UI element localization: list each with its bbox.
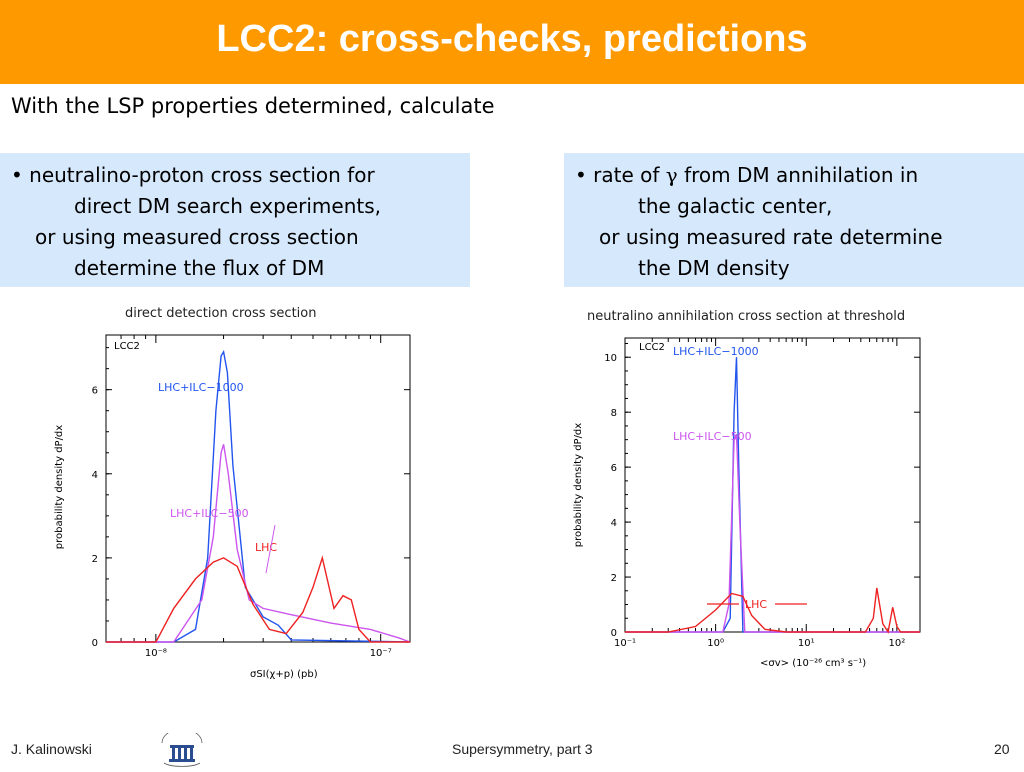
x-tick-label: 10⁻⁷: [370, 648, 392, 659]
series-annotation: LHC+ILC−500: [673, 430, 752, 443]
y-tick-label: 8: [611, 408, 617, 419]
series-line: [106, 444, 411, 643]
direct-detection-svg: direct detection cross section LCC2 0 2 4 6 10…: [54, 306, 411, 680]
left-text-box: • neutralino-proton cross section for di…: [0, 153, 470, 287]
series-annotation: LHC: [255, 541, 277, 554]
footer-page-number: 20: [994, 741, 1010, 757]
x-tick-label: 10²: [888, 638, 905, 649]
y-tick-label: 0: [611, 628, 617, 639]
corner-label: LCC2: [639, 342, 665, 353]
plot-title: neutralino annihilation cross section at…: [587, 309, 905, 324]
title-bar: LCC2: cross-checks, predictions: [0, 0, 1024, 84]
series-annotation: LHC: [745, 598, 767, 611]
direct-detection-plot: direct detection cross section LCC2 0 2 4 6 10…: [40, 297, 430, 692]
y-tick-label: 0: [92, 638, 98, 649]
y-tick-label: 2: [92, 554, 98, 565]
right-line-2: the galactic center,: [638, 194, 833, 218]
annihilation-plot: neutralino annihilation cross section at…: [565, 300, 955, 680]
plot-title: direct detection cross section: [125, 306, 316, 321]
slide-title: LCC2: cross-checks, predictions: [216, 18, 808, 60]
y-tick-label: 6: [611, 463, 617, 474]
series-line: [106, 555, 410, 643]
corner-label: LCC2: [114, 341, 140, 352]
y-axis-label: probability density dP/dx: [573, 423, 584, 547]
plot-frame: [105, 334, 411, 643]
footer-author: J. Kalinowski: [11, 741, 92, 757]
series-line: [625, 433, 920, 633]
right-line-4: the DM density: [638, 256, 790, 280]
x-axis-label: σSI(χ+p) (pb): [250, 669, 318, 680]
annihilation-svg: neutralino annihilation cross section at…: [573, 309, 921, 669]
right-line-1-pre: • rate of: [575, 163, 666, 187]
left-line-1: • neutralino-proton cross section for: [11, 163, 375, 187]
footer-course: Supersymmetry, part 3: [452, 741, 593, 757]
y-tick-label: 4: [92, 470, 98, 481]
intro-text: With the LSP properties determined, calc…: [11, 94, 495, 118]
right-text-box: • rate of γ from DM annihilation in the …: [564, 153, 1024, 287]
x-tick-label: 10¹: [798, 638, 815, 649]
university-logo: [156, 728, 208, 767]
series-line: [106, 349, 411, 643]
y-tick-label: 4: [611, 518, 617, 529]
y-axis-label: probability density dP/dx: [54, 425, 65, 549]
gamma-symbol: γ: [665, 163, 678, 187]
right-line-1-post: from DM annihilation in: [677, 163, 919, 187]
y-tick-label: 6: [92, 386, 98, 397]
plot-frame: [624, 337, 921, 633]
y-tick-label: 10: [604, 353, 617, 364]
right-line-3: or using measured rate determine: [599, 225, 943, 249]
logo-graphic: [161, 728, 203, 767]
x-tick-label: 10⁻¹: [614, 638, 636, 649]
series-line: [625, 357, 920, 633]
series-annotation: LHC+ILC−1000: [158, 381, 244, 394]
series-line: [625, 587, 920, 634]
x-tick-label: 10⁰: [707, 638, 724, 649]
series-annotation: LHC+ILC−500: [170, 507, 249, 520]
x-tick-label: 10⁻⁸: [145, 648, 167, 659]
left-line-3: or using measured cross section: [35, 225, 359, 249]
right-line-1: • rate of γ from DM annihilation in: [575, 163, 918, 187]
x-axis-label: <σv> (10⁻²⁶ cm³ s⁻¹): [760, 658, 866, 669]
series-annotation: LHC+ILC−1000: [673, 345, 759, 358]
left-line-2: direct DM search experiments,: [74, 194, 381, 218]
left-line-4: determine the flux of DM: [74, 256, 325, 280]
annotation-pointer: [265, 524, 276, 574]
y-tick-label: 2: [611, 573, 617, 584]
